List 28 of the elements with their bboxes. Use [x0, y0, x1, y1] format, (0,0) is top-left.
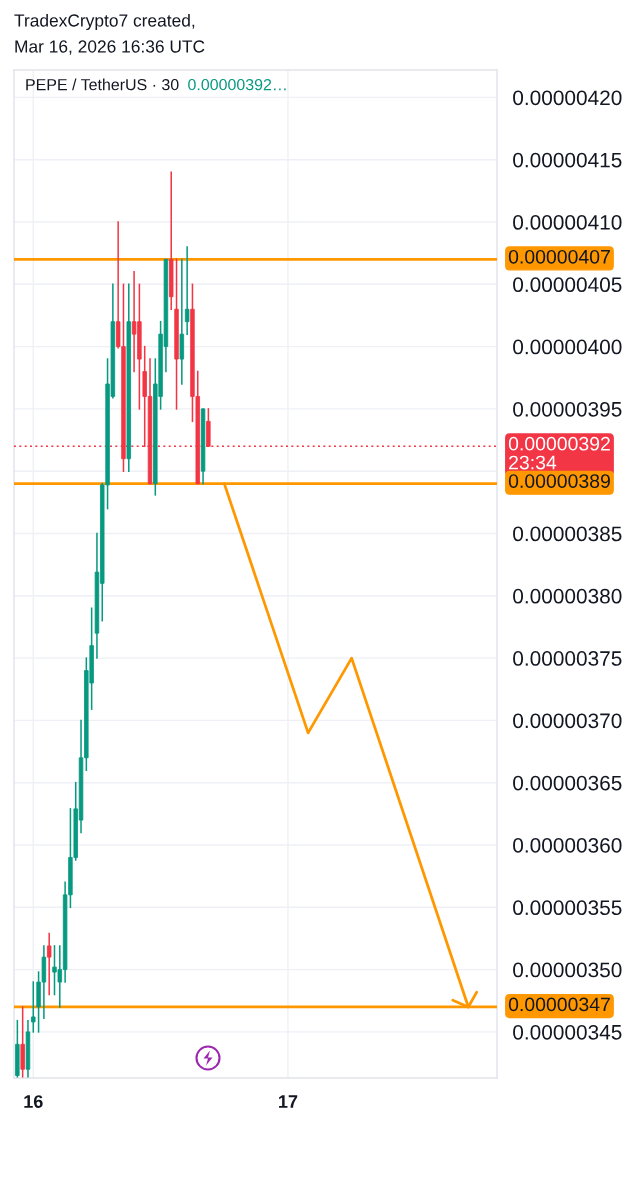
y-tick-label: 0.00000400	[513, 339, 622, 355]
y-tick-label: 0.00000385	[513, 526, 622, 542]
y-tick-label: 0.00000365	[513, 775, 622, 791]
ref-line-label: 0.00000407	[508, 249, 610, 264]
ref-line-label: 0.00000392 23:34	[508, 436, 610, 470]
text: TradexCrypto7 created,	[14, 13, 195, 31]
ref-line-label: 0.00000389	[508, 474, 610, 488]
text: Mar 16, 2026 16:36 UTC	[15, 40, 205, 55]
y-tick-label: 0.00000405	[513, 277, 622, 293]
y-tick-label: 0.00000410	[513, 215, 622, 230]
y-tick-label: 0.00000375	[513, 651, 622, 666]
y-tick-label: 0.00000370	[513, 713, 622, 729]
x-tick-label: 16	[24, 1095, 43, 1108]
x-tick-label: 17	[279, 1095, 298, 1108]
ref-line-label: 0.00000347	[508, 997, 610, 1012]
y-tick-label: 0.00000420	[513, 90, 622, 106]
y-tick-label: 0.00000345	[513, 1024, 622, 1040]
y-tick-label: 0.00000350	[513, 962, 622, 978]
candlestick	[184, 246, 190, 335]
y-tick-label: 0.00000415	[513, 152, 622, 168]
y-tick-label: 0.00000355	[513, 900, 622, 916]
y-tick-label: 0.00000395	[513, 401, 622, 417]
chart-subtitle: 0.00000392…	[188, 78, 286, 91]
candlestick	[31, 981, 36, 1033]
y-tick-label: 0.00000360	[513, 838, 622, 853]
chart-title: PEPE / TetherUS · 30	[26, 78, 179, 91]
candlestick	[46, 932, 52, 996]
y-tick-label: 0.00000380	[513, 588, 622, 604]
